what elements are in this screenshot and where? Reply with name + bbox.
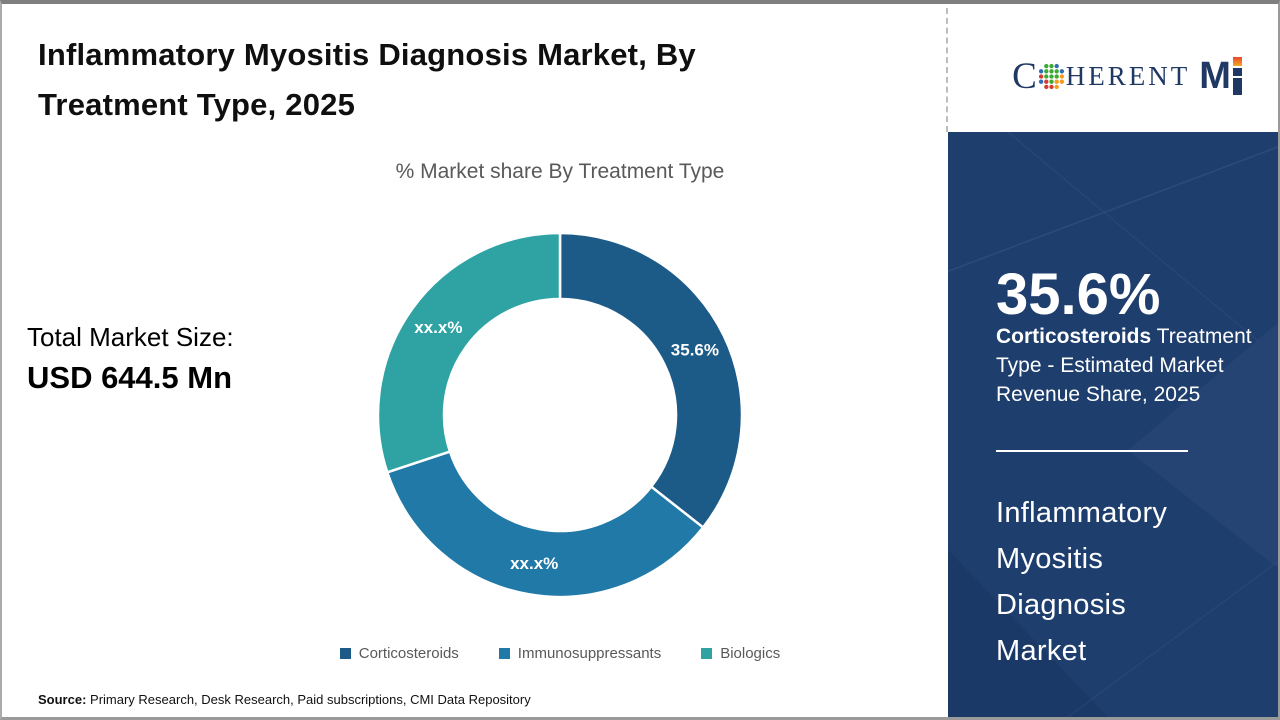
highlight-segment-name: Corticosteroids [996,325,1152,348]
legend-item-biologics: Biologics [701,645,780,662]
highlight-percentage: 35.6% [996,262,1161,327]
sidebar-divider [996,450,1188,452]
legend-swatch-icon [498,648,510,659]
donut-segment-label: xx.x% [510,554,558,573]
brand-logo: C HERENT M [977,46,1277,106]
logo-word-herent: HERENT [1065,60,1191,91]
legend-swatch-icon [701,648,713,659]
legend-swatch-icon [339,648,351,659]
logo-letter-m: M [1199,55,1231,97]
legend-label: Immunosuppressants [517,645,662,662]
donut-segment-corticosteroids [558,231,744,530]
logo-i-mark-icon [1232,57,1242,95]
coherent-globe-icon [1038,63,1064,89]
chart-legend: Corticosteroids Immunosuppressants Biologi… [160,645,960,662]
sidebar: 35.6% Corticosteroids Treatment Type - E… [948,132,1278,717]
donut-chart: 35.6% xx.x% xx.x% [376,231,744,599]
logo-letter-c: C [1012,55,1037,97]
donut-segment-label: 35.6% [671,340,719,359]
source-text: Primary Research, Desk Research, Paid su… [86,692,531,707]
legend-label: Corticosteroids [358,645,459,662]
source-label: Source: [38,692,87,707]
legend-item-corticosteroids: Corticosteroids [339,645,459,662]
highlight-description: Corticosteroids Treatment Type - Estimat… [996,322,1262,409]
legend-item-immunosuppressants: Immunosuppressants [498,645,662,662]
sidebar-market-name: Inflammatory Myositis Diagnosis Market [996,497,1168,667]
dashed-separator [946,8,948,132]
source-note: Source: Primary Research, Desk Research,… [38,692,531,707]
donut-segment-biologics [376,231,562,474]
market-size-label: Total Market Size: [27,322,234,352]
total-market-size: Total Market Size: USD 644.5 Mn [27,322,234,396]
highlight-description-rest: Treatment Type - Estimated Market Revenu… [996,325,1252,406]
page-title: Inflammatory Myositis Diagnosis Market, … [38,37,696,122]
market-size-value: USD 644.5 Mn [27,360,233,395]
legend-label: Biologics [720,645,781,662]
donut-segment-immunosuppressants [385,449,705,599]
chart-subtitle: % Market share By Treatment Type [395,160,725,183]
donut-segment-label: xx.x% [414,318,462,337]
